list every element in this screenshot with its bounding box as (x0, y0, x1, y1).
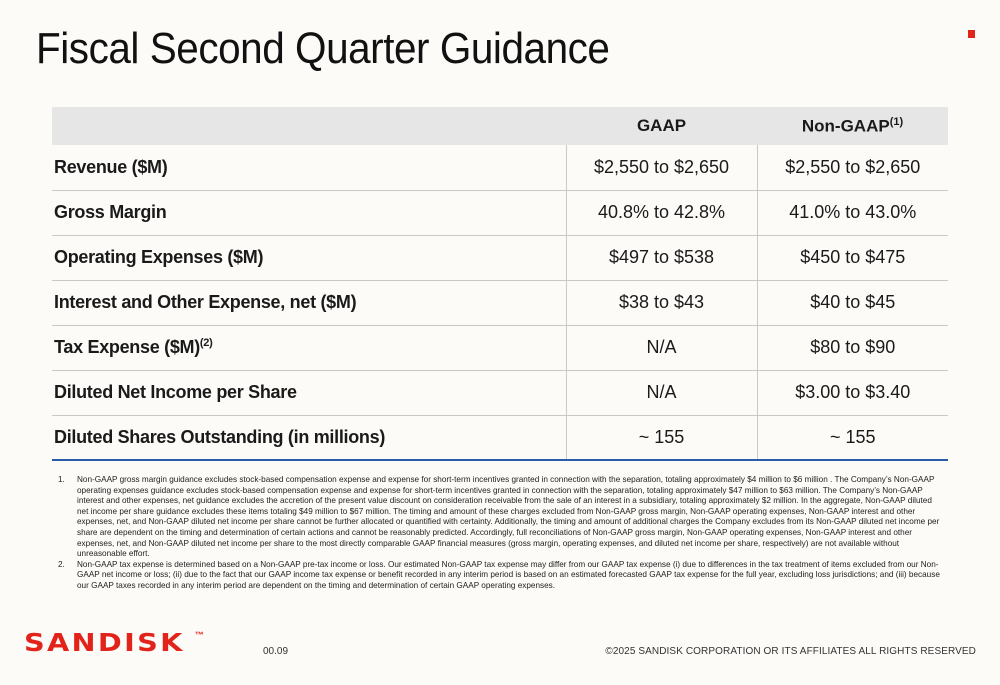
table-row: Tax Expense ($M)(2) N/A $80 to $90 (52, 325, 948, 370)
gaap-value: N/A (565, 325, 757, 370)
row-label-text: Operating Expenses ($M) (54, 247, 264, 267)
gaap-value: 40.8% to 42.8% (565, 190, 757, 235)
page-number: 00.09 (263, 646, 289, 657)
gaap-value: $497 to $538 (565, 235, 757, 280)
logo-wordmark: SANDISK (24, 628, 185, 657)
row-label: Tax Expense ($M)(2) (52, 325, 566, 370)
header-non-gaap-footnote-ref: (1) (889, 115, 904, 128)
row-label-text: Diluted Shares Outstanding (in millions) (54, 426, 386, 447)
non-gaap-value: 41.0% to 43.0% (756, 190, 948, 235)
table-header-row: GAAP Non-GAAP(1) (52, 107, 948, 145)
logo-trademark: ™ (194, 630, 204, 640)
header-non-gaap: Non-GAAP(1) (757, 107, 948, 145)
non-gaap-value: $2,550 to $2,650 (756, 145, 948, 190)
non-gaap-value: ~ 155 (756, 415, 948, 460)
table-row: Diluted Net Income per Share N/A $3.00 to … (52, 370, 948, 415)
page-title: Fiscal Second Quarter Guidance (36, 24, 610, 73)
footnote-item: 1. Non-GAAP gross margin guidance exclude… (58, 475, 942, 560)
copyright-notice: ©2025 SANDISK CORPORATION OR ITS AFFILIA… (605, 646, 976, 657)
row-label-text: Gross Margin (54, 202, 167, 222)
corner-accent-mark (968, 30, 975, 38)
gaap-value: $2,550 to $2,650 (565, 145, 757, 190)
row-label-text: Interest and Other Expense, net ($M) (54, 292, 357, 312)
sandisk-logo: SANDISK ™ (24, 630, 204, 656)
footnote-item: 2. Non-GAAP tax expense is determined bas… (58, 560, 942, 592)
table-row: Revenue ($M) $2,550 to $2,650 $2,550 to $2… (52, 145, 948, 190)
row-label-text: Revenue ($M) (54, 156, 168, 177)
non-gaap-value: $450 to $475 (756, 235, 948, 280)
table-row: Operating Expenses ($M) $497 to $538 $450 … (52, 235, 948, 280)
footnotes: 1. Non-GAAP gross margin guidance exclude… (58, 475, 942, 592)
row-label: Revenue ($M) (52, 145, 566, 190)
row-label: Gross Margin (52, 190, 566, 235)
non-gaap-value: $40 to $45 (756, 280, 948, 325)
row-label: Diluted Net Income per Share (52, 370, 566, 415)
footnote-text: Non-GAAP gross margin guidance excludes … (77, 475, 940, 559)
footnote-number: 1. (58, 475, 65, 484)
row-label: Operating Expenses ($M) (52, 235, 566, 280)
table-row: Gross Margin 40.8% to 42.8% 41.0% to 43.0% (52, 190, 948, 235)
row-label: Diluted Shares Outstanding (in millions) (52, 415, 566, 460)
header-gaap: GAAP (636, 116, 687, 135)
row-footnote-ref: (2) (199, 337, 213, 349)
non-gaap-value: $80 to $90 (756, 325, 948, 370)
guidance-table: GAAP Non-GAAP(1) Revenue ($M) $2,550 to $… (52, 107, 948, 461)
row-label-text: Tax Expense ($M) (54, 337, 200, 357)
gaap-value: $38 to $43 (565, 280, 757, 325)
table-row: Interest and Other Expense, net ($M) $38 … (52, 280, 948, 325)
non-gaap-value: $3.00 to $3.40 (756, 370, 948, 415)
gaap-value: ~ 155 (565, 415, 757, 460)
footnote-number: 2. (58, 559, 65, 569)
gaap-value: N/A (565, 370, 757, 415)
row-label-text: Diluted Net Income per Share (54, 382, 297, 402)
table-row: Diluted Shares Outstanding (in millions)… (52, 415, 948, 460)
header-metric (52, 107, 566, 145)
footnote-text: Non-GAAP tax expense is determined based… (77, 559, 940, 590)
row-label: Interest and Other Expense, net ($M) (52, 280, 566, 325)
header-non-gaap-label: Non-GAAP (801, 116, 890, 136)
